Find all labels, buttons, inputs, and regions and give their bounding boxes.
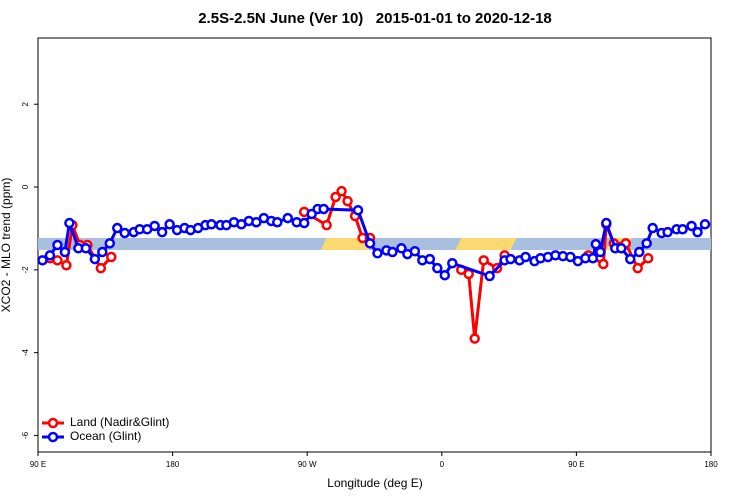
series-line: [49, 188, 650, 339]
point: [662, 226, 673, 238]
land-band: [455, 237, 517, 250]
x-tick-label: 180: [166, 460, 180, 469]
point: [647, 222, 658, 234]
x-tick-label: 0: [440, 460, 445, 469]
point: [61, 260, 72, 271]
point: [149, 220, 160, 232]
y-tick-label: 0: [21, 184, 30, 189]
x-tick-label: 90 E: [568, 460, 584, 469]
y-tick-label: 2: [21, 101, 30, 106]
x-tick-label: 90 W: [298, 460, 317, 469]
point: [352, 204, 364, 216]
point: [478, 255, 489, 266]
point: [251, 216, 262, 228]
point: [632, 262, 643, 274]
point: [469, 333, 480, 344]
point: [616, 243, 627, 254]
point: [119, 227, 130, 239]
point: [156, 226, 168, 238]
point: [505, 253, 516, 265]
point: [112, 222, 123, 234]
point: [409, 245, 421, 257]
chart-title: 2.5S-2.5N June (Ver 10) 2015-01-01 to 20…: [198, 10, 552, 27]
point: [336, 185, 347, 197]
point: [52, 255, 63, 266]
x-axis-label: Longitude (deg E): [327, 476, 422, 490]
point: [642, 252, 654, 264]
y-tick-label: -2: [21, 266, 30, 274]
y-tick-label: -4: [21, 349, 30, 357]
y-axis-label: XCO2 - MLO trend (ppm): [0, 178, 13, 313]
point: [104, 238, 116, 249]
point: [59, 246, 71, 258]
point: [372, 248, 383, 259]
point: [330, 191, 341, 203]
point: [595, 246, 606, 258]
x-tick-label: 180: [704, 460, 718, 469]
y-tick-label: -6: [21, 431, 30, 439]
point: [520, 251, 531, 263]
point: [164, 219, 175, 230]
point: [565, 251, 576, 263]
point: [677, 224, 688, 235]
point: [298, 217, 310, 229]
point: [447, 257, 458, 269]
legend-label: Land (Nadir&Glint): [70, 415, 169, 429]
point: [272, 216, 283, 228]
point: [364, 238, 376, 249]
point: [106, 251, 117, 263]
point: [699, 219, 711, 230]
point: [587, 252, 599, 264]
point: [89, 253, 101, 265]
legend-marker: [47, 431, 59, 443]
point: [396, 243, 407, 254]
point: [206, 219, 217, 230]
point: [282, 212, 294, 224]
x-tick-label: 90 E: [30, 460, 46, 469]
legend-label: Ocean (Glint): [70, 429, 141, 443]
point: [484, 270, 495, 282]
point: [44, 250, 56, 261]
point: [439, 269, 451, 281]
point: [97, 246, 108, 258]
point: [432, 262, 443, 274]
point: [686, 220, 697, 232]
point: [321, 219, 332, 231]
point: [598, 258, 609, 270]
legend-marker: [47, 417, 59, 429]
point: [95, 262, 107, 274]
point: [37, 255, 48, 266]
point: [80, 243, 92, 254]
point: [342, 195, 353, 207]
point: [590, 238, 602, 250]
point: [641, 238, 652, 249]
point: [633, 246, 645, 258]
point: [318, 203, 329, 215]
point: [692, 226, 703, 238]
point: [52, 239, 63, 251]
point: [424, 253, 436, 265]
point: [601, 217, 612, 229]
point: [624, 253, 636, 265]
point: [64, 217, 75, 229]
point: [387, 246, 398, 258]
